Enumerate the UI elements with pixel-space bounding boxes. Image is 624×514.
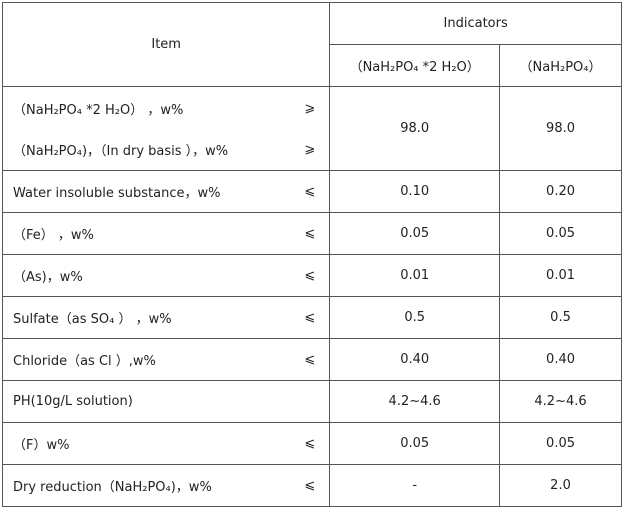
item-symbol: ⩽ <box>304 436 316 451</box>
value-cell: 0.5 <box>499 296 622 339</box>
value-cell: 0.01 <box>329 254 501 297</box>
value-cell: 0.05 <box>499 422 622 465</box>
item-line: Chloride（as Cl ）,w% ⩽ <box>13 339 319 380</box>
header-row: Item Indicators <box>1 2 622 87</box>
table-row: Water insoluble substance，w% ⩽ 0.10 0.20 <box>1 170 622 213</box>
value-cell: 0.05 <box>329 212 501 255</box>
item-label: （Fe） ，w% <box>13 228 94 243</box>
item-label: （NaH₂PO₄ *2 H₂O） ，w% <box>13 102 184 118</box>
item-label: （NaH₂PO₄)，（In dry basis ），w% <box>13 143 229 159</box>
value-cell: 4.2~4.6 <box>329 380 501 423</box>
item-header: Item <box>1 2 331 87</box>
item-cell: Sulfate（as SO₄ ） ，w% ⩽ <box>1 296 331 339</box>
value-cell: 0.20 <box>499 170 622 213</box>
item-label: （F）w% <box>13 438 70 453</box>
item-line: PH(10g/L solution) <box>13 381 319 422</box>
item-line: （NaH₂PO₄ *2 H₂O） ，w% ⩾ <box>13 88 319 129</box>
spec-table: Item Indicators （NaH₂PO₄ *2 H₂O） （NaH₂PO… <box>1 2 622 507</box>
item-label: Water insoluble substance，w% <box>13 186 221 201</box>
value-cell: 0.05 <box>499 212 622 255</box>
item-cell: （As)，w% ⩽ <box>1 254 331 297</box>
table-body: Item Indicators （NaH₂PO₄ *2 H₂O） （NaH₂PO… <box>1 2 622 507</box>
value-cell: 0.10 <box>329 170 501 213</box>
item-line: Water insoluble substance，w% ⩽ <box>13 171 319 212</box>
item-symbol: ⩽ <box>304 478 316 493</box>
item-label: Chloride（as Cl ）,w% <box>13 354 156 369</box>
table-row: Chloride（as Cl ）,w% ⩽ 0.40 0.40 <box>1 338 622 381</box>
table-row: Sulfate（as SO₄ ） ，w% ⩽ 0.5 0.5 <box>1 296 622 339</box>
item-cell: Chloride（as Cl ）,w% ⩽ <box>1 338 331 381</box>
item-symbol: ⩽ <box>304 184 316 199</box>
item-symbol: ⩽ <box>304 352 316 367</box>
table-row: Dry reduction（NaH₂PO₄)，w% ⩽ -2.0 <box>1 464 622 507</box>
table-row: （As)，w% ⩽ 0.01 0.01 <box>1 254 622 297</box>
table-row: PH(10g/L solution) 4.2~4.6 4.2~4.6 <box>1 380 622 423</box>
item-cell: Dry reduction（NaH₂PO₄)，w% ⩽ <box>1 464 331 507</box>
header-row: （NaH₂PO₄ *2 H₂O） （NaH₂PO₄） <box>3 44 622 87</box>
item-cell: （F）w% ⩽ <box>1 422 331 465</box>
value-cell: 98.0 <box>499 86 622 171</box>
value-cell: 0.40 <box>499 338 622 381</box>
item-symbol: ⩽ <box>304 268 316 283</box>
item-symbol: ⩽ <box>304 226 316 241</box>
item-label: Sulfate（as SO₄ ） ，w% <box>13 312 172 327</box>
item-label: Dry reduction（NaH₂PO₄)，w% <box>13 480 212 495</box>
item-cell: （NaH₂PO₄ *2 H₂O） ，w% ⩾ （NaH₂PO₄)，（In dry b… <box>1 86 331 171</box>
value-cell: 2.0 <box>499 464 622 507</box>
item-symbol: ⩾ <box>304 141 316 157</box>
item-line: （Fe） ，w% ⩽ <box>13 213 319 254</box>
item-symbol: ⩽ <box>304 310 316 325</box>
item-label: （As)，w% <box>13 270 83 285</box>
value-cell: 0.5 <box>329 296 501 339</box>
value-cell: 0.05 <box>329 422 501 465</box>
value-cell: 4.2~4.6 <box>499 380 622 423</box>
table-row: （NaH₂PO₄ *2 H₂O） ，w% ⩾ （NaH₂PO₄)，（In dry b… <box>1 86 622 171</box>
item-cell: PH(10g/L solution) <box>1 380 331 423</box>
item-line: （NaH₂PO₄)，（In dry basis ），w% ⩾ <box>13 129 319 170</box>
item-label: PH(10g/L solution) <box>13 394 133 409</box>
value-cell: 0.40 <box>329 338 501 381</box>
item-cell: （Fe） ，w% ⩽ <box>1 212 331 255</box>
item-cell: Water insoluble substance，w% ⩽ <box>1 170 331 213</box>
column-header: （NaH₂PO₄ *2 H₂O） <box>329 44 501 87</box>
item-line: （As)，w% ⩽ <box>13 255 319 296</box>
item-line: Sulfate（as SO₄ ） ，w% ⩽ <box>13 297 319 338</box>
value-cell: - <box>329 464 501 507</box>
item-line: Dry reduction（NaH₂PO₄)，w% ⩽ <box>13 465 319 506</box>
table-row: （F）w% ⩽ 0.05 0.05 <box>1 422 622 465</box>
item-line: （F）w% ⩽ <box>13 423 319 464</box>
value-cell: 0.01 <box>499 254 622 297</box>
table-row: （Fe） ，w% ⩽ 0.05 0.05 <box>1 212 622 255</box>
item-symbol: ⩾ <box>304 100 316 116</box>
indicators-header: Indicators <box>329 2 622 45</box>
value-cell: 98.0 <box>329 86 501 171</box>
column-header: （NaH₂PO₄） <box>499 44 622 87</box>
